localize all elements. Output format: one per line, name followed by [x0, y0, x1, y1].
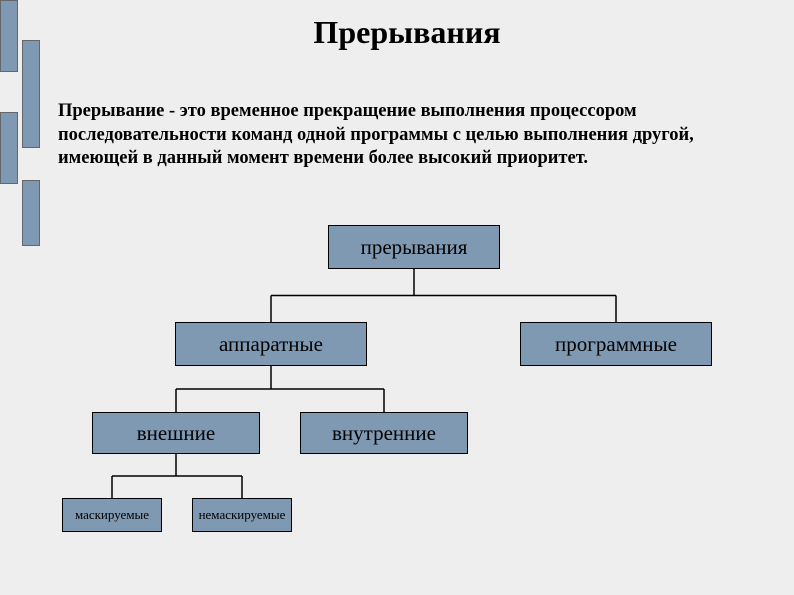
- content-area: Прерывание - это временное прекращение в…: [58, 100, 766, 171]
- node-unmaskable: немаскируемые: [192, 498, 292, 532]
- sidebar-block: [22, 40, 40, 148]
- node-maskable: маскируемые: [62, 498, 162, 532]
- sidebar-block: [0, 112, 18, 184]
- node-external: внешние: [92, 412, 260, 454]
- sidebar-block: [0, 0, 18, 72]
- page-title: Прерывания: [40, 14, 774, 51]
- node-software: программные: [520, 322, 712, 366]
- node-root: прерывания: [328, 225, 500, 269]
- node-internal: внутренние: [300, 412, 468, 454]
- node-hardware: аппаратные: [175, 322, 367, 366]
- title-text: Прерывания: [313, 14, 500, 50]
- slide: Прерывания Прерывание - это временное пр…: [0, 0, 794, 595]
- definition-text: Прерывание - это временное прекращение в…: [58, 100, 766, 171]
- sidebar-block: [22, 180, 40, 246]
